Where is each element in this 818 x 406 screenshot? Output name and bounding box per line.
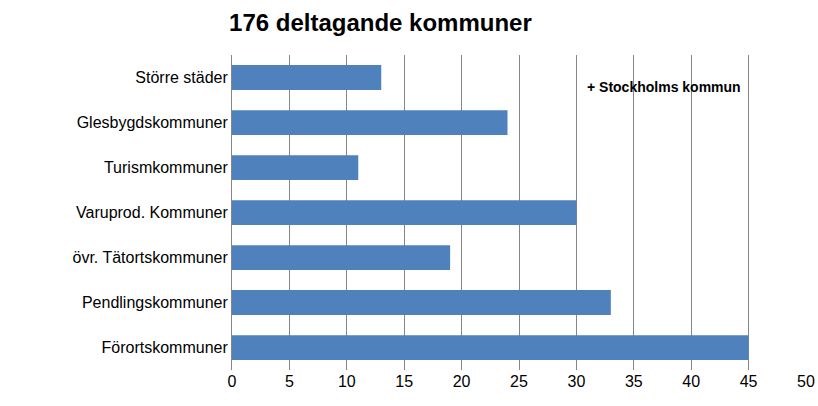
svg-text:Pendlingskommuner: Pendlingskommuner xyxy=(82,294,229,311)
svg-text:Varuprod. Kommuner: Varuprod. Kommuner xyxy=(76,204,228,221)
svg-text:Större städer: Större städer xyxy=(135,69,228,86)
svg-text:Turismkommuner: Turismkommuner xyxy=(104,159,229,176)
svg-text:25: 25 xyxy=(510,373,528,390)
svg-text:10: 10 xyxy=(338,373,356,390)
svg-text:Glesbygdskommuner: Glesbygdskommuner xyxy=(77,114,229,131)
svg-text:0: 0 xyxy=(228,373,237,390)
svg-text:30: 30 xyxy=(568,373,586,390)
svg-text:+ Stockholms kommun: + Stockholms kommun xyxy=(587,79,741,95)
svg-text:40: 40 xyxy=(682,373,700,390)
svg-text:35: 35 xyxy=(625,373,643,390)
svg-text:45: 45 xyxy=(740,373,758,390)
svg-text:50: 50 xyxy=(797,373,815,390)
svg-text:20: 20 xyxy=(453,373,471,390)
svg-text:övr. Tätortskommuner: övr. Tätortskommuner xyxy=(72,249,228,266)
svg-text:5: 5 xyxy=(285,373,294,390)
svg-text:Förortskommuner: Förortskommuner xyxy=(102,339,229,356)
svg-text:176 deltagande kommuner: 176 deltagande kommuner xyxy=(229,9,532,36)
svg-text:15: 15 xyxy=(395,373,413,390)
